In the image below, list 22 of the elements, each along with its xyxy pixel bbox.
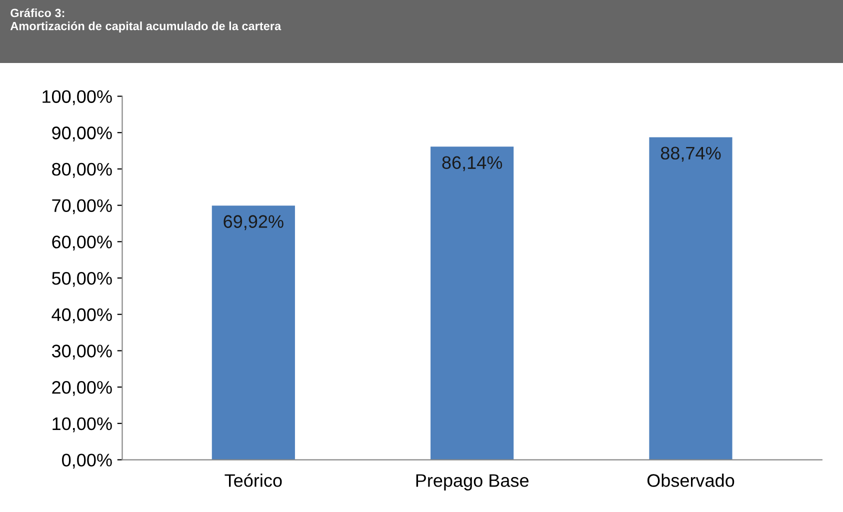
bar [649,137,732,460]
y-tick-label: 20,00% [52,381,112,396]
y-tick-label: 30,00% [52,344,112,360]
bar [430,146,514,460]
data-label: 86,14% [442,156,502,172]
chart-title: Gráfico 3: [10,8,64,18]
x-tick-label: Observado [647,474,734,487]
bar [212,206,295,460]
data-label: 88,74% [660,146,721,162]
x-tick-label: Teórico [224,473,282,487]
y-tick-label: 100,00% [42,90,112,106]
y-tick-label: 60,00% [52,236,112,251]
y-tick-label: 80,00% [52,162,112,178]
chart-subtitle: Amortización de capital acumulado de la cartera [10,21,282,33]
y-tick-label: 40,00% [52,308,112,324]
y-tick-label: 70,00% [52,199,112,214]
x-tick-label: Prepago Base [416,474,528,490]
y-tick-label: 10,00% [52,417,112,432]
y-tick-label: 90,00% [52,126,112,142]
y-tick-label: 0,00% [62,454,112,469]
data-label: 69,92% [224,215,284,230]
y-tick-label: 50,00% [52,272,112,287]
